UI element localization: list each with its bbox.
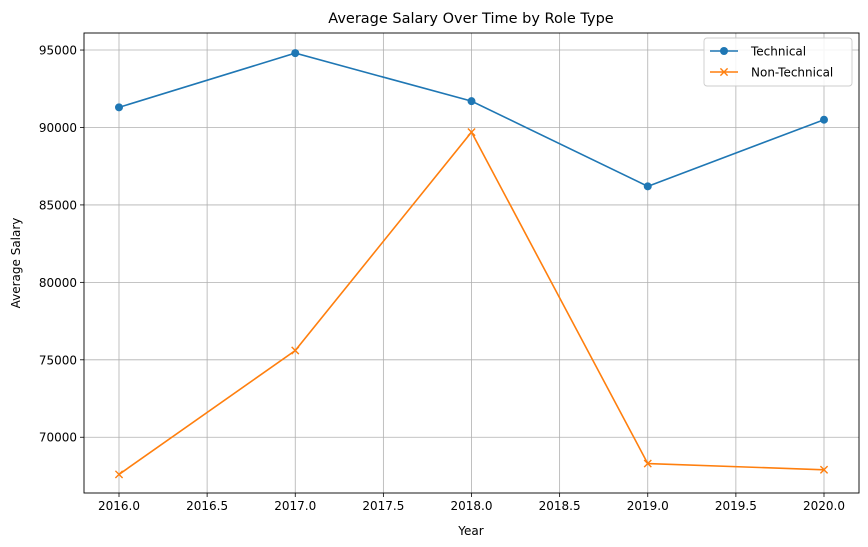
x-tick-label: 2016.5 — [186, 499, 228, 513]
y-tick-label: 90000 — [39, 121, 77, 135]
y-axis-label: Average Salary — [9, 218, 23, 309]
legend-label: Technical — [750, 45, 806, 59]
data-point — [643, 182, 652, 191]
y-tick-label: 80000 — [39, 276, 77, 290]
x-tick-label: 2018.5 — [539, 499, 581, 513]
data-point — [819, 465, 829, 474]
chart-title: Average Salary Over Time by Role Type — [328, 11, 614, 27]
series-non-technical — [114, 128, 829, 479]
x-tick-label: 2017.5 — [362, 499, 404, 513]
grid-lines — [84, 33, 859, 493]
x-tick-label: 2020.0 — [803, 499, 845, 513]
x-tick-label: 2016.0 — [98, 499, 140, 513]
legend-label: Non-Technical — [751, 66, 833, 80]
legend: Technical Non-Technical — [703, 37, 853, 87]
series-technical — [115, 49, 828, 191]
legend-box — [703, 37, 853, 87]
data-point — [114, 470, 124, 479]
y-axis: 70000 75000 80000 85000 90000 95000 — [39, 44, 84, 445]
y-tick-label: 75000 — [39, 353, 77, 367]
x-axis: 2016.0 2016.5 2017.0 2017.5 2018.0 2018.5 2019… — [98, 493, 845, 513]
y-tick-label: 70000 — [39, 431, 77, 445]
x-axis-label: Year — [457, 524, 483, 538]
x-tick-label: 2018.0 — [451, 499, 493, 513]
data-point — [643, 459, 652, 468]
legend-marker — [719, 67, 729, 77]
x-tick-label: 2017.0 — [274, 499, 316, 513]
x-tick-label: 2019.5 — [715, 499, 757, 513]
data-point — [820, 115, 828, 124]
data-point — [291, 346, 300, 355]
data-point — [115, 103, 123, 112]
data-point — [291, 49, 300, 58]
y-tick-label: 85000 — [39, 198, 77, 212]
data-point — [467, 97, 476, 106]
legend-item: Non-Technical — [710, 66, 833, 80]
x-tick-label: 2019.0 — [627, 499, 669, 513]
series-layer — [114, 49, 829, 479]
legend-item: Technical — [710, 45, 806, 59]
y-tick-label: 95000 — [39, 44, 77, 58]
data-point — [467, 128, 476, 137]
legend-marker — [720, 47, 728, 55]
